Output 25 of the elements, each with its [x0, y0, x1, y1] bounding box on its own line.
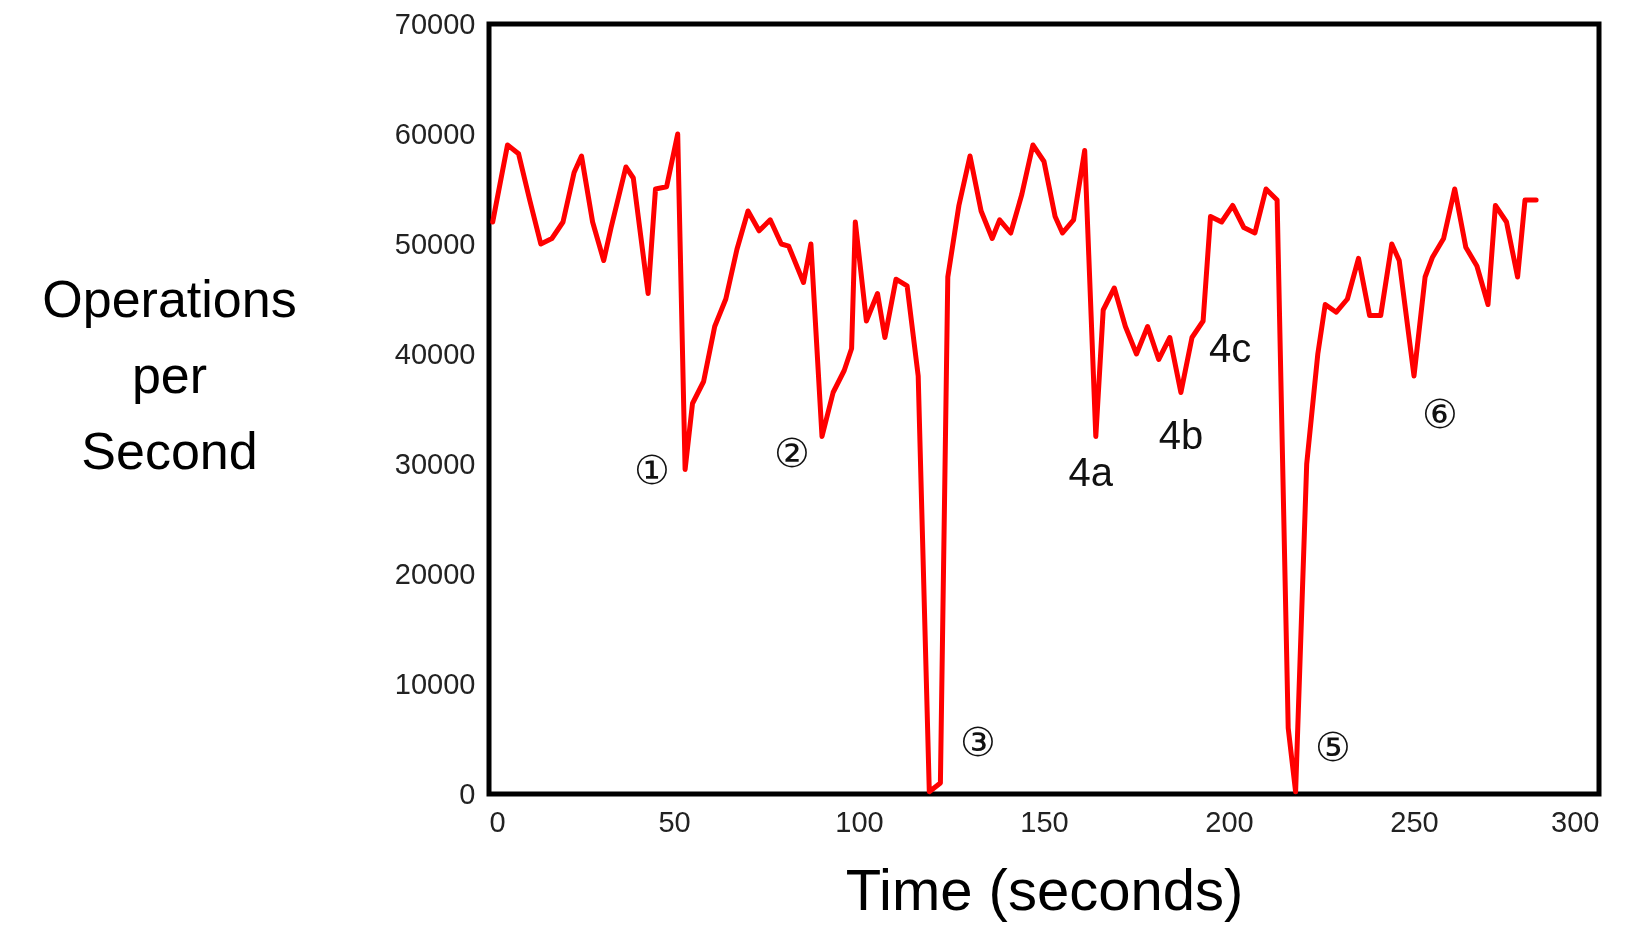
x-tick-label: 100 — [835, 805, 884, 838]
y-axis-title: Operations per Second — [42, 269, 297, 480]
y-tick-label: 60000 — [394, 117, 476, 150]
annotation: ⑤ — [1314, 724, 1351, 769]
x-tick-label: 300 — [1551, 805, 1600, 838]
x-tick-label: 50 — [658, 805, 691, 838]
y-tick-label: 0 — [459, 777, 476, 810]
x-tick-label: 0 — [489, 805, 506, 838]
y-tick-label: 50000 — [394, 227, 476, 260]
annotation: ③ — [960, 720, 997, 764]
x-tick-label: 250 — [1390, 805, 1439, 838]
y-tick-label: 20000 — [394, 557, 476, 590]
annotation: 4a — [1068, 449, 1114, 494]
y-tick-label: 70000 — [394, 7, 476, 40]
x-axis-title: Time (seconds) — [845, 856, 1244, 922]
annotation: ② — [774, 430, 810, 475]
annotation: ⑥ — [1422, 392, 1458, 436]
y-tick-label: 30000 — [394, 447, 476, 480]
y-tick-label: 10000 — [394, 667, 476, 700]
y-tick-label: 40000 — [394, 337, 476, 370]
annotation: ① — [633, 447, 670, 492]
annotation: 4c — [1208, 326, 1252, 370]
x-tick-label: 150 — [1020, 805, 1069, 838]
x-tick-label: 200 — [1205, 805, 1254, 838]
annotation: 4b — [1158, 412, 1204, 457]
